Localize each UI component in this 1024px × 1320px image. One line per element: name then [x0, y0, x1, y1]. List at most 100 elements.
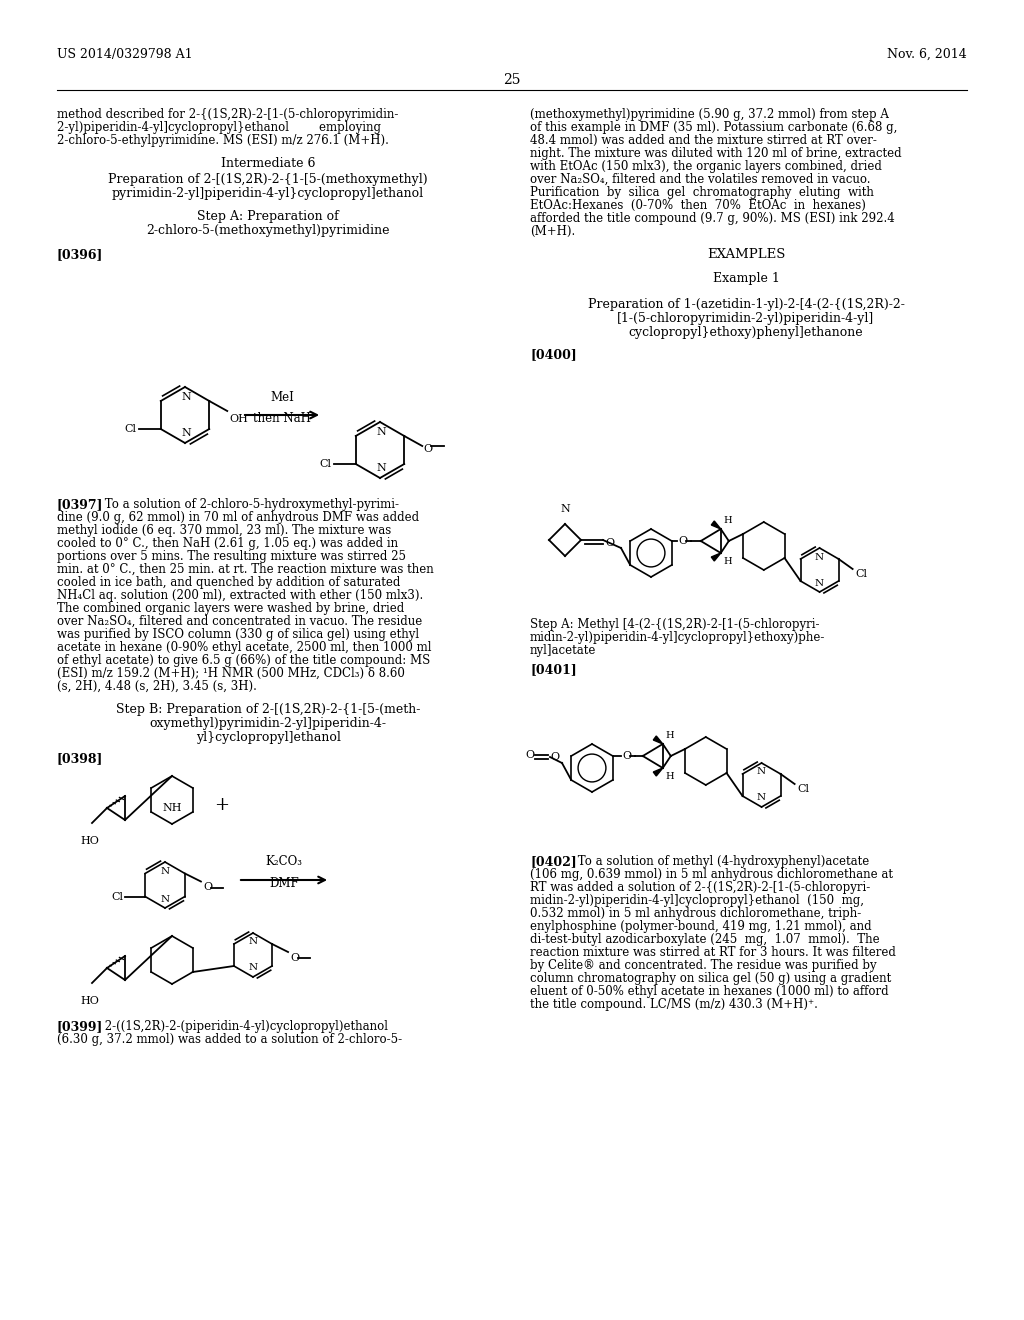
Text: [0398]: [0398] [57, 752, 103, 766]
Text: O: O [290, 953, 299, 964]
Text: (methoxymethyl)pyrimidine (5.90 g, 37.2 mmol) from step A: (methoxymethyl)pyrimidine (5.90 g, 37.2 … [530, 108, 889, 121]
Text: pyrimidin-2-yl]piperidin-4-yl}cyclopropyl]ethanol: pyrimidin-2-yl]piperidin-4-yl}cyclopropy… [112, 187, 424, 201]
Text: N: N [181, 392, 190, 403]
Text: over Na₂SO₄, filtered and the volatiles removed in vacuo.: over Na₂SO₄, filtered and the volatiles … [530, 173, 870, 186]
Text: To a solution of 2-chloro-5-hydroxymethyl-pyrimi-: To a solution of 2-chloro-5-hydroxymethy… [101, 498, 399, 511]
Text: [0396]: [0396] [57, 248, 103, 261]
Text: was purified by ISCO column (330 g of silica gel) using ethyl: was purified by ISCO column (330 g of si… [57, 628, 419, 642]
Text: cyclopropyl}ethoxy)phenyl]ethanone: cyclopropyl}ethoxy)phenyl]ethanone [629, 326, 863, 339]
Text: NH: NH [162, 803, 181, 813]
Text: N: N [249, 964, 258, 973]
Text: 0.532 mmol) in 5 ml anhydrous dichloromethane, triph-: 0.532 mmol) in 5 ml anhydrous dichlorome… [530, 907, 861, 920]
Text: N: N [757, 793, 766, 803]
Text: Preparation of 1-(azetidin-1-yl)-2-[4-(2-{(1S,2R)-2-: Preparation of 1-(azetidin-1-yl)-2-[4-(2… [588, 298, 904, 312]
Text: O: O [605, 539, 614, 548]
Text: acetate in hexane (0-90% ethyl acetate, 2500 ml, then 1000 ml: acetate in hexane (0-90% ethyl acetate, … [57, 642, 431, 653]
Text: +: + [214, 796, 229, 814]
Text: [0400]: [0400] [530, 348, 577, 360]
Text: Intermediate 6: Intermediate 6 [221, 157, 315, 170]
Text: N: N [376, 426, 386, 437]
Text: 2-((1S,2R)-2-(piperidin-4-yl)cyclopropyl)ethanol: 2-((1S,2R)-2-(piperidin-4-yl)cyclopropyl… [101, 1020, 388, 1034]
Text: H: H [666, 772, 675, 781]
Text: NH₄Cl aq. solution (200 ml), extracted with ether (150 mlx3).: NH₄Cl aq. solution (200 ml), extracted w… [57, 589, 423, 602]
Text: N: N [161, 866, 170, 875]
Text: (ESI) m/z 159.2 (M+H); ¹H NMR (500 MHz, CDCl₃) δ 8.60: (ESI) m/z 159.2 (M+H); ¹H NMR (500 MHz, … [57, 667, 404, 680]
Text: midin-2-yl)piperidin-4-yl]cyclopropyl}ethoxy)phe-: midin-2-yl)piperidin-4-yl]cyclopropyl}et… [530, 631, 825, 644]
Text: then NaH: then NaH [253, 412, 311, 425]
Text: Purification  by  silica  gel  chromatography  eluting  with: Purification by silica gel chromatograph… [530, 186, 873, 199]
Text: RT was added a solution of 2-{(1S,2R)-2-[1-(5-chloropyri-: RT was added a solution of 2-{(1S,2R)-2-… [530, 880, 870, 894]
Polygon shape [712, 521, 721, 529]
Text: [0397]: [0397] [57, 498, 103, 511]
Text: [0402]: [0402] [530, 855, 577, 869]
Text: N: N [815, 553, 824, 561]
Text: method described for 2-{(1S,2R)-2-[1-(5-chloropyrimidin-: method described for 2-{(1S,2R)-2-[1-(5-… [57, 108, 398, 121]
Text: portions over 5 mins. The resulting mixture was stirred 25: portions over 5 mins. The resulting mixt… [57, 550, 406, 564]
Text: min. at 0° C., then 25 min. at rt. The reaction mixture was then: min. at 0° C., then 25 min. at rt. The r… [57, 564, 434, 576]
Text: HO: HO [81, 997, 99, 1006]
Text: eluent of 0-50% ethyl acetate in hexanes (1000 ml) to afford: eluent of 0-50% ethyl acetate in hexanes… [530, 985, 889, 998]
Text: (M+H).: (M+H). [530, 224, 575, 238]
Text: yl}cyclopropyl]ethanol: yl}cyclopropyl]ethanol [196, 731, 340, 744]
Text: N: N [560, 504, 570, 513]
Text: oxymethyl)pyrimidin-2-yl]piperidin-4-: oxymethyl)pyrimidin-2-yl]piperidin-4- [150, 717, 386, 730]
Text: HO: HO [81, 836, 99, 846]
Text: Cl: Cl [856, 569, 867, 579]
Text: cooled in ice bath, and quenched by addition of saturated: cooled in ice bath, and quenched by addi… [57, 576, 400, 589]
Text: N: N [181, 428, 190, 438]
Text: reaction mixture was stirred at RT for 3 hours. It was filtered: reaction mixture was stirred at RT for 3… [530, 946, 896, 960]
Text: H: H [724, 516, 732, 525]
Text: H: H [666, 731, 675, 741]
Text: Nov. 6, 2014: Nov. 6, 2014 [887, 48, 967, 61]
Text: The combined organic layers were washed by brine, dried: The combined organic layers were washed … [57, 602, 404, 615]
Text: with EtOAc (150 mlx3), the organic layers combined, dried: with EtOAc (150 mlx3), the organic layer… [530, 160, 882, 173]
Polygon shape [712, 553, 721, 561]
Text: N: N [249, 937, 258, 946]
Text: afforded the title compound (9.7 g, 90%). MS (ESI) ink 292.4: afforded the title compound (9.7 g, 90%)… [530, 213, 895, 224]
Text: di-test-butyl azodicarboxylate (245  mg,  1.07  mmol).  The: di-test-butyl azodicarboxylate (245 mg, … [530, 933, 880, 946]
Text: 25: 25 [503, 73, 521, 87]
Text: (106 mg, 0.639 mmol) in 5 ml anhydrous dichloromethane at: (106 mg, 0.639 mmol) in 5 ml anhydrous d… [530, 869, 893, 880]
Text: over Na₂SO₄, filtered and concentrated in vacuo. The residue: over Na₂SO₄, filtered and concentrated i… [57, 615, 422, 628]
Text: of ethyl acetate) to give 6.5 g (66%) of the title compound: MS: of ethyl acetate) to give 6.5 g (66%) of… [57, 653, 430, 667]
Text: To a solution of methyl (4-hydroxyphenyl)acetate: To a solution of methyl (4-hydroxyphenyl… [574, 855, 869, 869]
Text: nyl]acetate: nyl]acetate [530, 644, 596, 657]
Text: Cl: Cl [798, 784, 810, 795]
Text: O: O [423, 444, 432, 454]
Text: (s, 2H), 4.48 (s, 2H), 3.45 (s, 3H).: (s, 2H), 4.48 (s, 2H), 3.45 (s, 3H). [57, 680, 257, 693]
Text: EtOAc:Hexanes  (0-70%  then  70%  EtOAc  in  hexanes): EtOAc:Hexanes (0-70% then 70% EtOAc in h… [530, 199, 866, 213]
Text: K₂CO₃: K₂CO₃ [265, 855, 302, 869]
Text: N: N [757, 767, 766, 776]
Text: [0399]: [0399] [57, 1020, 103, 1034]
Text: Step B: Preparation of 2-[(1S,2R)-2-{1-[5-(meth-: Step B: Preparation of 2-[(1S,2R)-2-{1-[… [116, 704, 420, 715]
Text: by Celite® and concentrated. The residue was purified by: by Celite® and concentrated. The residue… [530, 960, 877, 972]
Text: O: O [679, 536, 688, 546]
Text: 2-yl)piperidin-4-yl]cyclopropyl}ethanol        employing: 2-yl)piperidin-4-yl]cyclopropyl}ethanol … [57, 121, 381, 135]
Text: Step A: Preparation of: Step A: Preparation of [198, 210, 339, 223]
Text: Step A: Methyl [4-(2-{(1S,2R)-2-[1-(5-chloropyri-: Step A: Methyl [4-(2-{(1S,2R)-2-[1-(5-ch… [530, 618, 819, 631]
Text: [1-(5-chloropyrimidin-2-yl)piperidin-4-yl]: [1-(5-chloropyrimidin-2-yl)piperidin-4-y… [617, 312, 874, 325]
Text: dine (9.0 g, 62 mmol) in 70 ml of anhydrous DMF was added: dine (9.0 g, 62 mmol) in 70 ml of anhydr… [57, 511, 419, 524]
Text: 2-chloro-5-(methoxymethyl)pyrimidine: 2-chloro-5-(methoxymethyl)pyrimidine [146, 224, 390, 238]
Text: column chromatography on silica gel (50 g) using a gradient: column chromatography on silica gel (50 … [530, 972, 891, 985]
Text: MeI: MeI [270, 391, 294, 404]
Text: N: N [376, 463, 386, 473]
Text: Cl: Cl [125, 424, 137, 434]
Text: US 2014/0329798 A1: US 2014/0329798 A1 [57, 48, 193, 61]
Text: methyl iodide (6 eq. 370 mmol, 23 ml). The mixture was: methyl iodide (6 eq. 370 mmol, 23 ml). T… [57, 524, 391, 537]
Text: N: N [161, 895, 170, 903]
Text: OH: OH [229, 414, 248, 424]
Text: night. The mixture was diluted with 120 ml of brine, extracted: night. The mixture was diluted with 120 … [530, 147, 901, 160]
Text: O: O [550, 752, 559, 762]
Text: of this example in DMF (35 ml). Potassium carbonate (6.68 g,: of this example in DMF (35 ml). Potassiu… [530, 121, 897, 135]
Polygon shape [653, 737, 663, 744]
Text: midin-2-yl)piperidin-4-yl]cyclopropyl}ethanol  (150  mg,: midin-2-yl)piperidin-4-yl]cyclopropyl}et… [530, 894, 864, 907]
Text: 2-chloro-5-ethylpyrimidine. MS (ESI) m/z 276.1 (M+H).: 2-chloro-5-ethylpyrimidine. MS (ESI) m/z… [57, 135, 389, 147]
Text: Cl: Cl [319, 459, 332, 469]
Text: H: H [724, 557, 732, 566]
Text: [0401]: [0401] [530, 663, 577, 676]
Text: O: O [525, 750, 535, 760]
Text: Preparation of 2-[(1S,2R)-2-{1-[5-(methoxymethyl): Preparation of 2-[(1S,2R)-2-{1-[5-(metho… [109, 173, 428, 186]
Text: Cl: Cl [111, 891, 123, 902]
Text: DMF: DMF [269, 876, 299, 890]
